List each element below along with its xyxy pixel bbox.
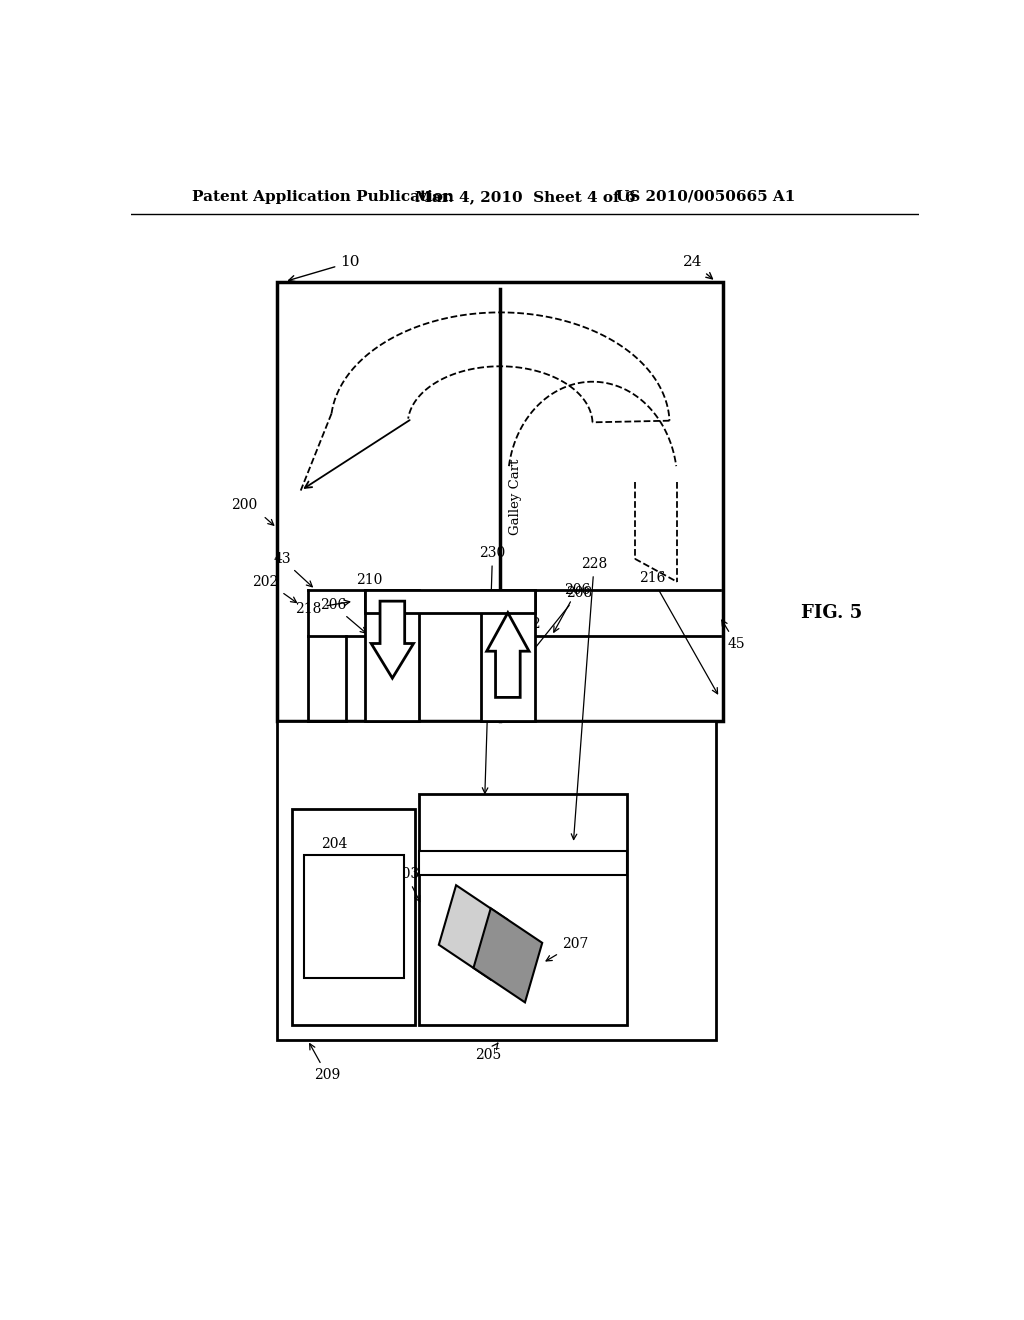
Text: 228: 228 xyxy=(571,557,607,840)
Text: 206: 206 xyxy=(319,598,367,634)
Bar xyxy=(481,590,535,721)
Bar xyxy=(276,721,716,1040)
Bar xyxy=(292,809,416,1024)
Text: 208: 208 xyxy=(511,586,592,678)
Text: 218: 218 xyxy=(295,601,350,616)
Bar xyxy=(419,851,628,875)
Bar xyxy=(419,793,628,1024)
Text: Mar. 4, 2010  Sheet 4 of 6: Mar. 4, 2010 Sheet 4 of 6 xyxy=(416,190,636,203)
Text: 207: 207 xyxy=(546,937,588,961)
Text: 230: 230 xyxy=(479,546,506,793)
Text: 209: 209 xyxy=(309,1044,340,1081)
Text: 204: 204 xyxy=(322,837,348,850)
Text: 216: 216 xyxy=(639,572,718,694)
Text: 24: 24 xyxy=(683,255,713,279)
Bar xyxy=(366,590,419,721)
Bar xyxy=(366,590,535,612)
Text: 200: 200 xyxy=(231,498,258,512)
Text: 42: 42 xyxy=(507,607,541,631)
Text: FIG. 5: FIG. 5 xyxy=(801,603,862,622)
Polygon shape xyxy=(371,601,414,678)
Text: US 2010/0050665 A1: US 2010/0050665 A1 xyxy=(615,190,795,203)
Polygon shape xyxy=(486,612,529,697)
Text: 45: 45 xyxy=(722,620,744,651)
Bar xyxy=(276,281,724,721)
Text: Galley Cart: Galley Cart xyxy=(509,459,522,536)
Text: 43: 43 xyxy=(273,552,312,587)
Polygon shape xyxy=(439,886,508,979)
Bar xyxy=(304,855,403,978)
Bar xyxy=(508,512,720,721)
Text: 210: 210 xyxy=(356,573,393,675)
Text: 206: 206 xyxy=(554,582,590,632)
Text: 205: 205 xyxy=(475,1043,502,1063)
Text: 202: 202 xyxy=(252,576,279,589)
Text: 10: 10 xyxy=(289,255,359,281)
Polygon shape xyxy=(473,908,543,1002)
Text: 203: 203 xyxy=(393,867,420,902)
Text: Patent Application Publication: Patent Application Publication xyxy=(193,190,455,203)
